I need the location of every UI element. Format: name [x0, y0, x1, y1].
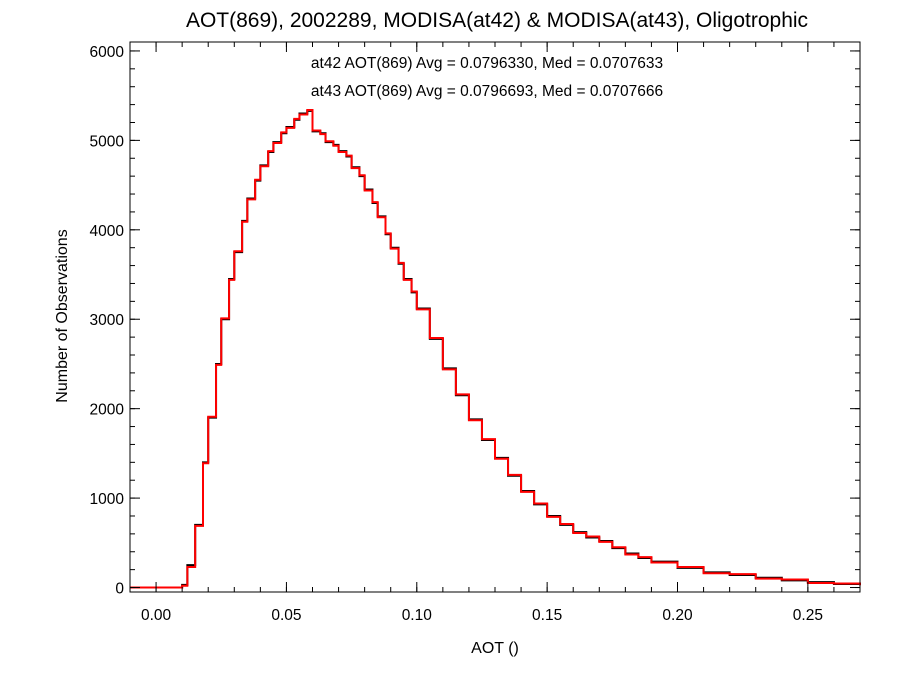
x-tick-label: 0.25	[793, 607, 823, 624]
plot-area	[130, 108, 861, 589]
y-tick-label: 6000	[90, 44, 125, 61]
x-tick-label: 0.00	[141, 607, 172, 624]
y-tick-label: 5000	[90, 133, 125, 150]
x-tick-label: 0.20	[662, 607, 693, 624]
y-tick-label: 2000	[90, 402, 125, 419]
x-tick-label: 0.05	[271, 607, 301, 624]
x-axis-label: AOT ()	[471, 640, 519, 657]
x-tick-label: 0.10	[402, 607, 433, 624]
y-axis-label: Number of Observations	[54, 229, 71, 402]
annotation-at43: at43 AOT(869) Avg = 0.0796693, Med = 0.0…	[311, 83, 663, 100]
plot-frame	[129, 41, 861, 593]
annotation-at42: at42 AOT(869) Avg = 0.0796330, Med = 0.0…	[311, 55, 663, 72]
chart-title: AOT(869), 2002289, MODISA(at42) & MODISA…	[186, 9, 808, 32]
tick-labels: 0.00 0.05 0.10 0.15 0.20 0.25 0 1000 2000 3000 400…	[90, 44, 823, 624]
y-tick-label: 4000	[90, 223, 125, 240]
x-tick-label: 0.15	[532, 607, 562, 624]
y-tick-label: 3000	[90, 312, 125, 329]
axis-ticks	[129, 42, 861, 592]
series-line-at43	[130, 108, 861, 589]
y-tick-label: 1000	[90, 491, 125, 508]
y-tick-label: 0	[115, 581, 124, 598]
series-line-at42	[130, 109, 861, 589]
